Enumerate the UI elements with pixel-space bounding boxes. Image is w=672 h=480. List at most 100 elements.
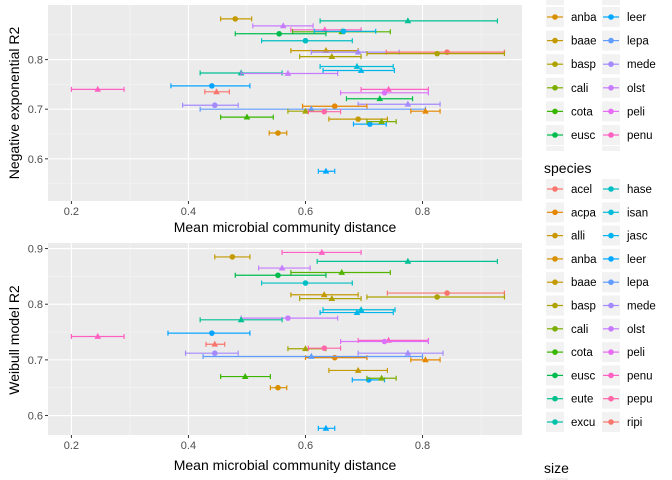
data-point-triangle (237, 316, 245, 323)
data-point-triangle (302, 107, 309, 114)
legend-item: mede (602, 295, 656, 316)
legend-key-point (552, 395, 558, 402)
legend-label: lepa (627, 36, 649, 48)
data-point-triangle (328, 295, 336, 302)
data-point-triangle (338, 268, 346, 275)
data-point-triangle (322, 424, 330, 431)
legend-species: species acel acpa alli anba baae basp cali cota… (544, 160, 656, 432)
legend-item: leer (602, 7, 646, 27)
data-point-triangle (354, 366, 362, 373)
legend-key-point (608, 395, 614, 402)
legend-item: basp (546, 295, 596, 316)
y-tick-label: 0.7 (28, 355, 43, 367)
legend-item: excu (546, 412, 595, 432)
legend-label: acpa (571, 207, 597, 219)
legend-key-point (608, 108, 614, 115)
data-point-circle (275, 272, 281, 279)
legend-item: eute (546, 388, 593, 409)
data-point-triangle (278, 264, 286, 271)
error-bar (322, 67, 396, 73)
legend-key-point (608, 302, 614, 309)
legend-key-point (552, 326, 558, 332)
legend-key-point (608, 419, 614, 425)
legend-title: species (544, 160, 591, 176)
data-point-triangle (385, 85, 392, 92)
legend-key-partial (546, 0, 564, 5)
data-point-circle (331, 103, 338, 110)
legend-label: hase (627, 184, 652, 196)
legend-key-partial (602, 146, 620, 151)
axes: 0.2 0.4 0.6 0.8 0.6 0.7 0.8 (28, 55, 430, 218)
legend-label: jasc (626, 231, 648, 243)
y-axis-title: Negative exponential R2 (6, 27, 22, 180)
data-point-triangle (94, 332, 102, 339)
data-point-triangle (94, 85, 102, 92)
data-point-circle (302, 280, 309, 286)
legend-item: eusc (546, 365, 596, 386)
data-point-triangle (353, 308, 361, 315)
legend-item: acpa (546, 202, 597, 223)
data-point-circle (211, 350, 218, 356)
legend-label: lepa (627, 277, 649, 289)
y-tick-label: 0.6 (28, 154, 43, 166)
legend-label: peli (627, 347, 645, 359)
legend-label: olst (627, 83, 646, 95)
legend-key-point (552, 108, 558, 115)
legend-label: penu (627, 130, 653, 142)
x-tick-label: 0.8 (415, 206, 430, 218)
legend-item: penu (602, 365, 653, 386)
legend-key-point (552, 61, 558, 67)
data-point-triangle (378, 374, 385, 381)
data-point-triangle (322, 167, 330, 174)
x-axis-title: Mean microbial community distance (174, 457, 397, 473)
data-point-triangle (353, 62, 361, 69)
panel-weibull: 0.2 0.4 0.6 0.8 0.6 0.7 0.8 0.9 Weibull model R… (6, 243, 522, 473)
legend-key-point (608, 61, 614, 67)
legend-label: acel (571, 184, 592, 196)
legend-label: cota (571, 106, 593, 118)
axes: 0.2 0.4 0.6 0.8 0.6 0.7 0.8 0.9 (28, 244, 430, 452)
legend-key-point (552, 232, 558, 239)
data-point-triangle (302, 345, 309, 352)
legend-label: eute (571, 394, 593, 406)
error-bar (258, 265, 311, 271)
data-point-circle (229, 254, 236, 260)
data-point-triangle (357, 66, 365, 73)
data-point-circle (275, 384, 281, 391)
legend-item: olst (602, 318, 646, 339)
legend-item: acel (546, 179, 592, 199)
legend-label: peli (627, 106, 645, 118)
legend-item: baae (546, 272, 597, 293)
legend-item: anba (546, 7, 597, 27)
data-point-triangle (422, 107, 429, 114)
legend-item: lepa (602, 272, 649, 293)
legend-label: olst (627, 324, 646, 336)
legend-item: penu (602, 125, 653, 145)
legend-label: excu (571, 417, 595, 429)
data-point-triangle (378, 118, 385, 125)
data-point-circle (285, 315, 291, 321)
y-tick-label: 0.7 (28, 104, 43, 116)
panel-negative-exponential: 0.2 0.4 0.6 0.8 0.6 0.7 0.8 Negative exponenti… (6, 5, 522, 235)
legend-label: anba (571, 254, 597, 266)
data-point-circle (321, 108, 328, 115)
legend-item: mede (602, 54, 656, 75)
data-point-circle (209, 83, 215, 89)
legend-label: ripi (627, 417, 642, 429)
data-point-triangle (211, 340, 219, 347)
legend-item: cali (546, 77, 588, 98)
legend-item: baae (546, 30, 597, 51)
legend-key-point (552, 14, 558, 20)
data-point-circle (211, 102, 218, 109)
legend-item: jasc (602, 225, 648, 246)
y-axis-title: Weibull model R2 (6, 285, 22, 395)
legend-label: cota (571, 347, 593, 359)
data-point-triangle (241, 372, 249, 379)
data-point-circle (302, 37, 309, 44)
y-tick-label: 0.8 (28, 55, 43, 67)
error-bar (184, 350, 239, 356)
plot-background (48, 5, 522, 201)
data-point-circle (381, 90, 388, 96)
data-point-circle (321, 345, 328, 351)
legend-key-point (608, 349, 614, 355)
